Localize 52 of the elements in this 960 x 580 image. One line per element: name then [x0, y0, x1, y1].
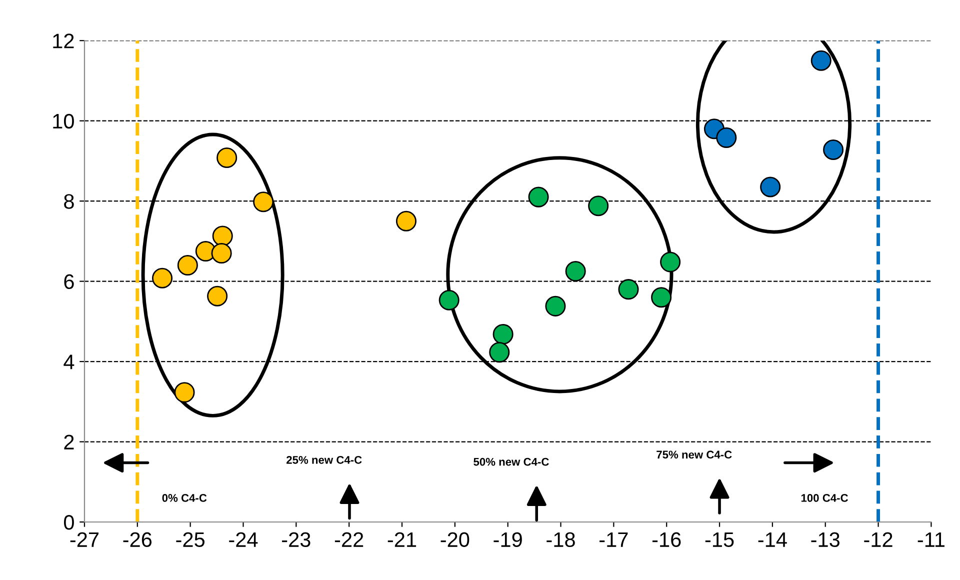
point	[489, 342, 510, 363]
point	[152, 268, 173, 288]
x-tick-label: -24	[229, 532, 258, 547]
x-tick-label: -17	[600, 532, 628, 547]
y-tick-label: 8	[64, 194, 74, 209]
annotation: 25% new C4-C	[286, 456, 362, 464]
x-tick-label: -22	[334, 532, 364, 547]
x-tick-label: -23	[282, 532, 310, 548]
x-tick-label: -13	[811, 532, 840, 548]
point	[716, 127, 737, 148]
x-tick-label: -19	[494, 532, 522, 548]
point	[212, 226, 233, 246]
point	[211, 242, 232, 264]
point	[588, 196, 609, 216]
point	[174, 382, 195, 403]
point	[207, 286, 228, 306]
x-tick-label: -26	[123, 532, 152, 548]
point	[545, 296, 566, 316]
point	[396, 210, 416, 232]
annotation: 100 C4-C	[801, 494, 848, 502]
point	[177, 254, 198, 276]
point	[618, 279, 639, 300]
x-tick-label: -20	[440, 532, 470, 548]
point	[760, 176, 781, 198]
y-tick-label: 0	[64, 515, 74, 530]
point	[528, 186, 549, 208]
y-tick-label: 2	[64, 434, 74, 450]
y-tick-label: 10	[53, 114, 74, 129]
x-tick-label: -25	[176, 532, 205, 548]
annotation: 0% C4-C	[162, 494, 207, 502]
x-tick-label: -15	[705, 532, 734, 548]
x-tick-label: -11	[918, 532, 944, 547]
x-tick-label: -27	[70, 532, 98, 547]
x-tick-label: -12	[864, 532, 892, 547]
point	[253, 192, 274, 212]
y-tick-label: 12	[53, 34, 74, 48]
y-tick-label: 6	[64, 274, 74, 290]
point	[823, 139, 844, 160]
y-tick-label: 4	[64, 354, 74, 370]
annotation: 50% new C4-C	[474, 458, 549, 466]
annotation: 75% new C4-C	[656, 450, 732, 459]
point	[660, 252, 681, 272]
x-tick-label: -14	[758, 532, 787, 547]
point	[565, 261, 586, 282]
point	[651, 287, 672, 308]
point	[810, 50, 832, 71]
point	[216, 147, 238, 168]
x-tick-label: -18	[546, 532, 575, 548]
point	[438, 290, 460, 310]
point	[492, 324, 514, 345]
x-tick-label: -21	[388, 532, 416, 547]
x-tick-label: -16	[652, 532, 681, 548]
